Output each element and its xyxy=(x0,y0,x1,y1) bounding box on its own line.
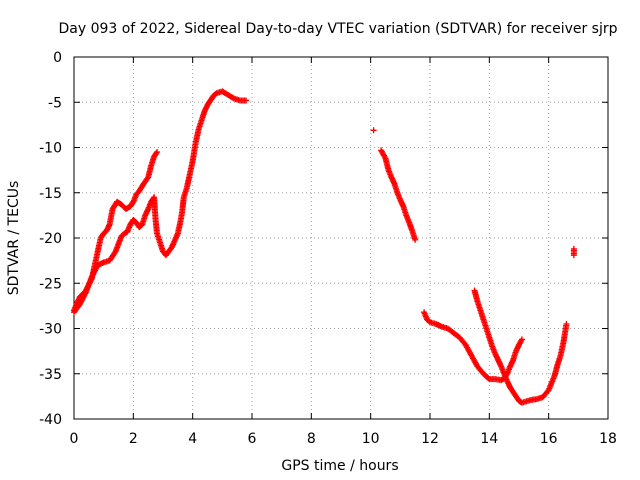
axis-ticks: 0 2 4 6 8 10 12 14 16 18 0 -5 -10 -15 -20 -25 -30 -35 -40 xyxy=(39,50,617,447)
y-tick-label: -10 xyxy=(39,141,62,157)
x-tick-label: 0 xyxy=(70,431,79,447)
data-points xyxy=(71,88,577,406)
data-point-marker xyxy=(243,97,250,104)
data-point-marker xyxy=(154,149,161,156)
y-tick-label: -5 xyxy=(48,95,62,111)
x-tick-label: 12 xyxy=(421,431,439,447)
gridlines xyxy=(74,57,608,419)
x-tick-label: 6 xyxy=(248,431,257,447)
x-tick-label: 14 xyxy=(480,431,498,447)
y-tick-label: -40 xyxy=(39,412,62,428)
y-tick-label: -35 xyxy=(39,367,62,383)
x-tick-label: 2 xyxy=(129,431,138,447)
data-point-marker xyxy=(153,150,160,157)
y-tick-label: -25 xyxy=(39,276,62,292)
data-point-marker xyxy=(144,175,151,182)
x-axis-label: GPS time / hours xyxy=(281,458,398,474)
data-point-marker xyxy=(570,252,577,259)
chart-title: Day 093 of 2022, Sidereal Day-to-day VTE… xyxy=(58,21,617,37)
data-point-marker xyxy=(82,290,89,297)
x-tick-label: 8 xyxy=(307,431,316,447)
data-point-marker xyxy=(230,94,237,101)
x-tick-label: 4 xyxy=(188,431,197,447)
y-axis-label: SDTVAR / TECUs xyxy=(6,181,22,296)
data-point-marker xyxy=(412,236,419,243)
y-tick-label: 0 xyxy=(53,50,62,66)
plot-frame xyxy=(73,56,609,420)
data-point-marker xyxy=(518,336,525,343)
y-tick-label: -15 xyxy=(39,186,62,202)
x-tick-label: 10 xyxy=(362,431,380,447)
data-point-marker xyxy=(370,127,377,134)
x-tick-label: 18 xyxy=(599,431,617,447)
data-point-marker xyxy=(563,320,570,327)
y-tick-label: -30 xyxy=(39,322,62,338)
y-tick-label: -20 xyxy=(39,231,62,247)
x-tick-label: 16 xyxy=(540,431,558,447)
